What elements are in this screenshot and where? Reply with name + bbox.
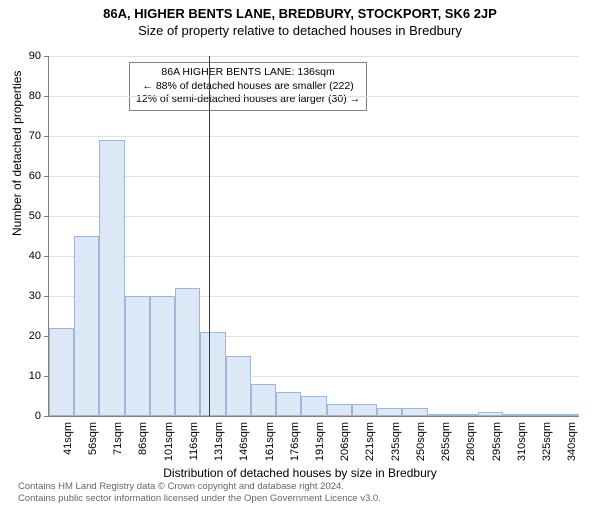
property-marker-line bbox=[209, 56, 210, 416]
footer-line1: Contains HM Land Registry data © Crown c… bbox=[18, 481, 381, 492]
histogram-bar bbox=[402, 408, 427, 416]
y-tick-label: 60 bbox=[29, 170, 41, 182]
x-tick-label: 131sqm bbox=[213, 422, 225, 461]
x-tick-label: 41sqm bbox=[62, 422, 74, 455]
gridline bbox=[49, 56, 579, 57]
y-tick-label: 40 bbox=[29, 250, 41, 262]
histogram-bar bbox=[301, 396, 326, 416]
x-tick-label: 265sqm bbox=[440, 422, 452, 461]
footer-attribution: Contains HM Land Registry data © Crown c… bbox=[18, 481, 381, 504]
histogram-bar bbox=[125, 296, 150, 416]
histogram-bar bbox=[554, 414, 579, 416]
y-tick-label: 50 bbox=[29, 210, 41, 222]
x-tick-label: 191sqm bbox=[314, 422, 326, 461]
histogram-bar bbox=[327, 404, 352, 416]
histogram-bar bbox=[478, 412, 503, 416]
x-tick-label: 250sqm bbox=[415, 422, 427, 461]
y-tick-label: 70 bbox=[29, 130, 41, 142]
gridline bbox=[49, 256, 579, 257]
y-tick bbox=[44, 136, 49, 137]
x-tick-label: 161sqm bbox=[264, 422, 276, 461]
x-tick-label: 146sqm bbox=[238, 422, 250, 461]
y-tick-label: 10 bbox=[29, 370, 41, 382]
x-tick-label: 221sqm bbox=[364, 422, 376, 461]
histogram-bar bbox=[428, 414, 453, 416]
x-tick-label: 310sqm bbox=[516, 422, 528, 461]
chart-title-main: 86A, HIGHER BENTS LANE, BREDBURY, STOCKP… bbox=[0, 6, 600, 21]
y-tick bbox=[44, 296, 49, 297]
x-tick-label: 340sqm bbox=[566, 422, 578, 461]
infobox-line2: ← 88% of detached houses are smaller (22… bbox=[136, 80, 360, 94]
y-tick-label: 90 bbox=[29, 50, 41, 62]
y-tick bbox=[44, 56, 49, 57]
gridline bbox=[49, 136, 579, 137]
histogram-bar bbox=[453, 414, 478, 416]
histogram-bar bbox=[503, 414, 528, 416]
chart-title-sub: Size of property relative to detached ho… bbox=[0, 23, 600, 38]
x-tick-label: 116sqm bbox=[188, 422, 200, 460]
x-tick-label: 101sqm bbox=[163, 422, 175, 461]
gridline bbox=[49, 216, 579, 217]
histogram-bar bbox=[251, 384, 276, 416]
y-axis-label: Number of detached properties bbox=[10, 71, 24, 236]
x-axis-label: Distribution of detached houses by size … bbox=[0, 466, 600, 480]
x-tick-label: 71sqm bbox=[112, 422, 124, 455]
histogram-bar bbox=[226, 356, 251, 416]
y-tick-label: 0 bbox=[35, 410, 41, 422]
chart-plot-area: 86A HIGHER BENTS LANE: 136sqm ← 88% of d… bbox=[48, 56, 579, 417]
y-tick bbox=[44, 216, 49, 217]
histogram-bar bbox=[200, 332, 225, 416]
histogram-bar bbox=[150, 296, 175, 416]
y-tick bbox=[44, 416, 49, 417]
property-infobox: 86A HIGHER BENTS LANE: 136sqm ← 88% of d… bbox=[129, 62, 367, 111]
footer-line2: Contains public sector information licen… bbox=[18, 493, 381, 504]
x-tick-label: 295sqm bbox=[491, 422, 503, 461]
y-tick-label: 20 bbox=[29, 330, 41, 342]
histogram-bar bbox=[74, 236, 99, 416]
histogram-bar bbox=[99, 140, 124, 416]
x-tick-label: 206sqm bbox=[339, 422, 351, 461]
y-tick-label: 30 bbox=[29, 290, 41, 302]
x-tick-label: 176sqm bbox=[289, 422, 301, 461]
y-tick bbox=[44, 96, 49, 97]
x-tick-label: 235sqm bbox=[390, 422, 402, 461]
histogram-bar bbox=[352, 404, 377, 416]
y-tick bbox=[44, 256, 49, 257]
y-tick-label: 80 bbox=[29, 90, 41, 102]
histogram-bar bbox=[276, 392, 301, 416]
histogram-bar bbox=[529, 414, 554, 416]
infobox-line1: 86A HIGHER BENTS LANE: 136sqm bbox=[136, 66, 360, 80]
x-tick-label: 280sqm bbox=[465, 422, 477, 461]
gridline bbox=[49, 176, 579, 177]
histogram-bar bbox=[175, 288, 200, 416]
y-tick bbox=[44, 176, 49, 177]
gridline bbox=[49, 96, 579, 97]
histogram-bar bbox=[377, 408, 402, 416]
x-tick-label: 86sqm bbox=[137, 422, 149, 455]
histogram-bar bbox=[49, 328, 74, 416]
x-tick-label: 325sqm bbox=[541, 422, 553, 461]
x-tick-label: 56sqm bbox=[87, 422, 99, 455]
